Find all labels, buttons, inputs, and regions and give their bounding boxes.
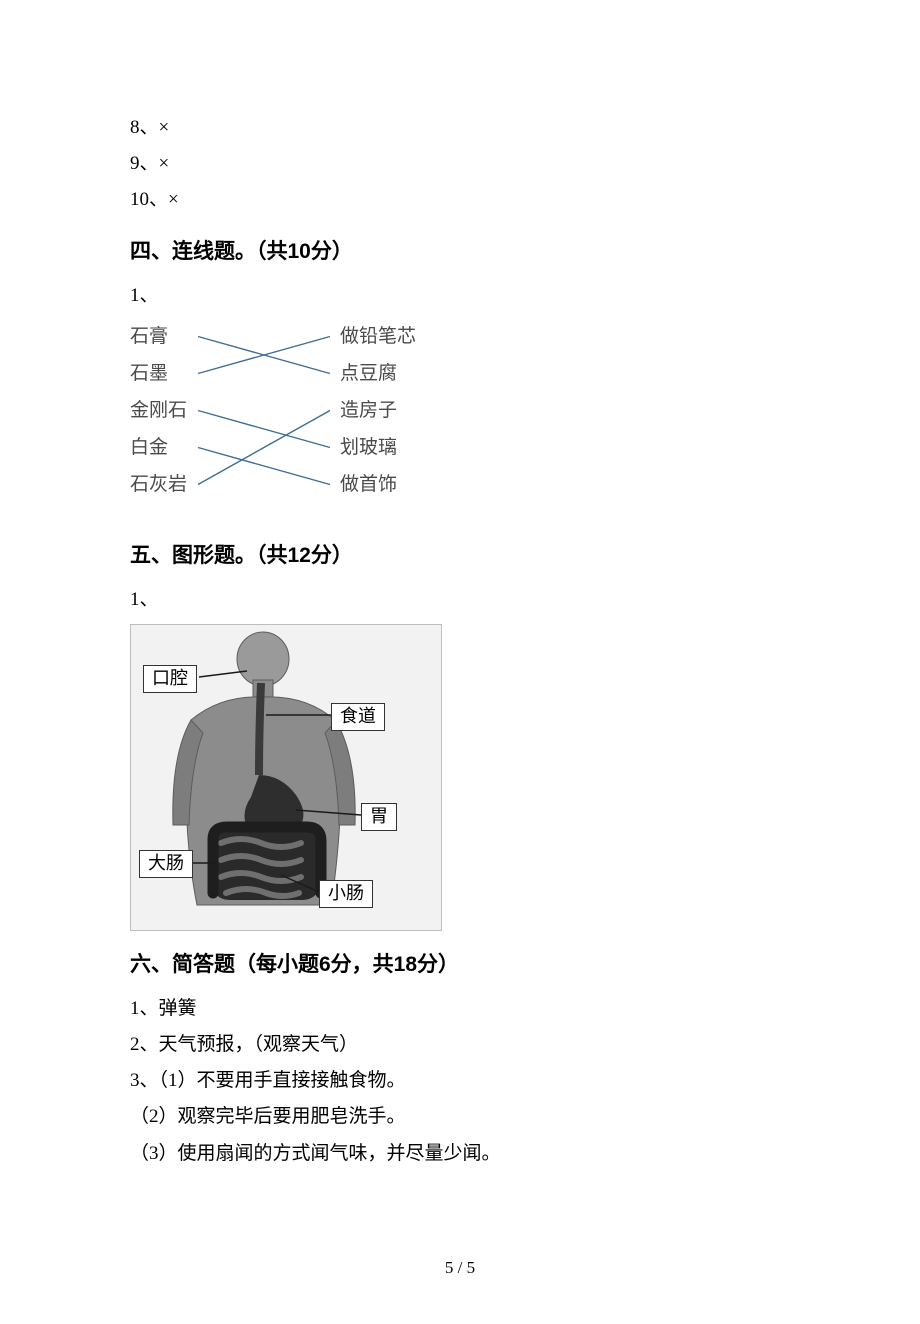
label-large: 大肠 xyxy=(139,850,193,878)
label-mouth: 口腔 xyxy=(143,665,197,693)
section5-qindex: 1、 xyxy=(130,582,790,618)
section6-item-1: 2、天气预报，（观察天气） xyxy=(130,1027,790,1063)
answer-10: 10、× xyxy=(130,182,790,218)
matching-diagram: 石膏 石墨 金刚石 白金 石灰岩 做铅笔芯 点豆腐 造房子 划玻璃 做首饰 xyxy=(130,318,470,508)
section4-title: 四、连线题。（共10分） xyxy=(130,232,790,272)
answer-8: 8、× xyxy=(130,110,790,146)
section6-item-2: 3、（1）不要用手直接接触食物。 xyxy=(130,1063,790,1099)
section5-title: 五、图形题。（共12分） xyxy=(130,536,790,576)
section6-title: 六、简答题（每小题6分，共18分） xyxy=(130,945,790,985)
answer-9: 9、× xyxy=(130,146,790,182)
label-stomach: 胃 xyxy=(361,803,397,831)
section6-item-0: 1、弹簧 xyxy=(130,991,790,1027)
section4-qindex: 1、 xyxy=(130,278,790,314)
label-esophagus: 食道 xyxy=(331,703,385,731)
anatomy-figure: 口腔 食道 胃 大肠 小肠 xyxy=(130,624,442,931)
label-small: 小肠 xyxy=(319,880,373,908)
page-number: 5 / 5 xyxy=(130,1252,790,1284)
section6-item-4: （3）使用扇闻的方式闻气味，并尽量少闻。 xyxy=(130,1136,790,1172)
section6-item-3: （2）观察完毕后要用肥皂洗手。 xyxy=(130,1099,790,1135)
matching-lines xyxy=(130,318,470,508)
